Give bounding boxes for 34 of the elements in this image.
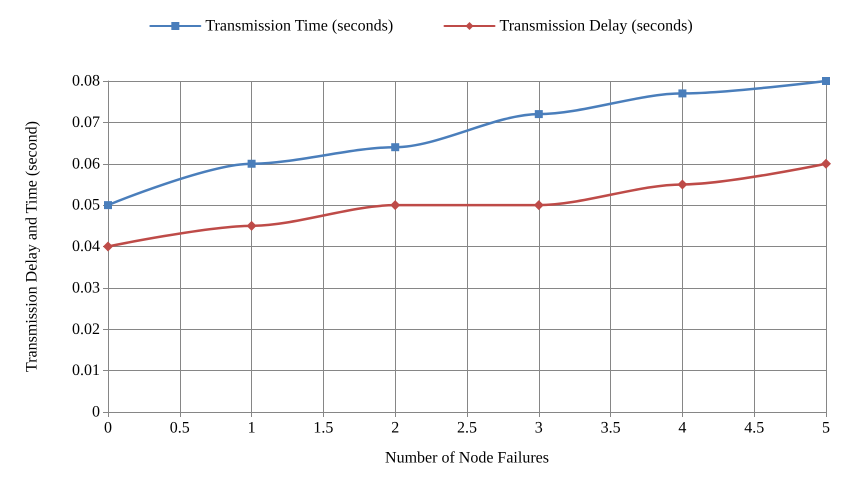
x-tick-label: 2 <box>391 420 400 436</box>
x-tick-label: 1.5 <box>313 420 334 436</box>
y-tick-label: 0.08 <box>72 72 100 90</box>
legend-label: Transmission Time (seconds) <box>205 18 394 34</box>
y-tick-label: 0.03 <box>72 279 100 296</box>
point <box>821 158 831 169</box>
x-tick-label: 3 <box>534 420 543 436</box>
point <box>678 89 686 98</box>
point <box>822 77 830 85</box>
x-tick-label: 4.5 <box>744 420 764 436</box>
x-tick-label: 3.5 <box>600 420 621 436</box>
y-tick-label: 0.05 <box>72 196 100 214</box>
point <box>677 179 688 190</box>
y-tick-label: 0.06 <box>72 155 100 172</box>
y-tick-label: 0.04 <box>72 238 100 255</box>
x-tick-label: 2.5 <box>457 420 477 436</box>
point <box>390 200 400 210</box>
x-tick-label: 5 <box>822 420 830 436</box>
x-tick-label: 0 <box>104 420 112 436</box>
x-tick-label: 4 <box>678 420 686 436</box>
point <box>534 110 543 118</box>
y-tick-label: 0.01 <box>72 362 100 380</box>
y-tick-label: 0.07 <box>72 114 100 131</box>
legend-label: Transmission Delay (seconds) <box>500 18 693 34</box>
point <box>246 220 257 231</box>
x-axis-title: Number of Node Failures <box>385 450 549 466</box>
y-tick-label: 0 <box>92 404 100 420</box>
point <box>534 200 544 210</box>
x-tick-label: 1 <box>248 420 256 436</box>
y-axis-title: Transmission Delay and Time (second) <box>24 121 40 372</box>
y-tick-label: 0.02 <box>72 320 100 338</box>
point <box>391 143 400 152</box>
point <box>248 160 256 168</box>
x-tick-label: 0.5 <box>170 420 190 436</box>
